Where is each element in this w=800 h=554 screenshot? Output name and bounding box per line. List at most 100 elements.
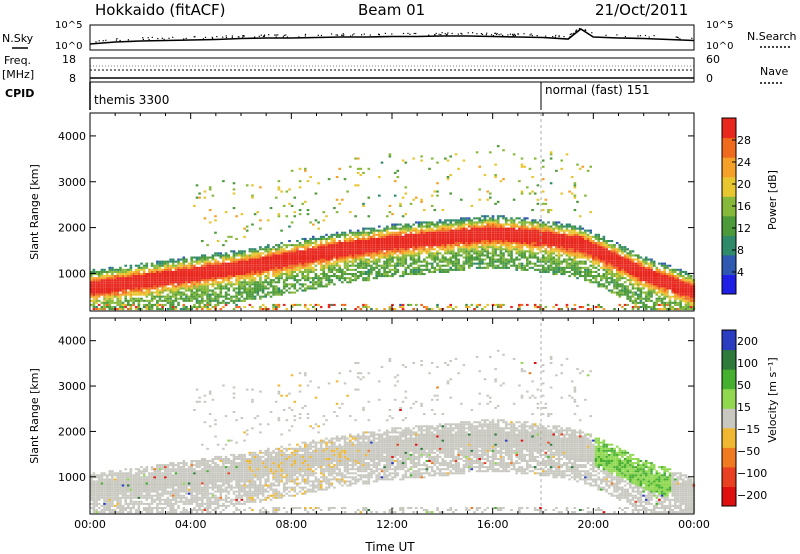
power-cell [496, 231, 500, 234]
power-cell [552, 221, 555, 224]
power-cell [404, 250, 408, 253]
power-cell [444, 246, 447, 249]
power-cell [615, 273, 619, 276]
power-cell [280, 242, 283, 245]
power-cell [103, 283, 106, 286]
power-cell [549, 229, 553, 232]
power-cell [552, 256, 555, 259]
power-cell [444, 223, 447, 226]
power-cell [285, 246, 289, 249]
power-cell [621, 289, 624, 292]
power-cell [240, 254, 244, 257]
power-cell [359, 231, 363, 234]
power-cell [518, 266, 521, 269]
power-cell [634, 266, 637, 269]
power-cell [388, 252, 392, 255]
nsearch-dot [168, 37, 170, 39]
power-cell [541, 256, 545, 259]
power-cell [494, 176, 497, 179]
power-cell [467, 221, 471, 224]
power-cell [142, 275, 146, 278]
power-cell [187, 277, 191, 280]
power-cell [359, 237, 363, 240]
power-cell [570, 176, 574, 179]
power-cell [309, 268, 312, 271]
power-cell [415, 303, 418, 306]
nsearch-dot [157, 38, 159, 40]
power-cell [119, 297, 122, 300]
power-cell [401, 240, 405, 243]
power-cell [203, 285, 207, 288]
power-cell [298, 262, 302, 265]
power-cell [335, 262, 339, 265]
power-cell [108, 287, 112, 290]
power-cell [613, 273, 616, 276]
power-cell [552, 231, 555, 234]
power-cell [412, 233, 415, 236]
power-cell [322, 275, 326, 278]
power-cell [470, 240, 474, 243]
power-cell [90, 281, 93, 284]
power-cell [502, 229, 505, 232]
power-cell [401, 260, 405, 263]
power-cell [187, 281, 191, 284]
power-cell [449, 252, 452, 255]
power-cell [367, 252, 371, 255]
nsearch-dot [509, 33, 511, 35]
power-cell [195, 273, 199, 276]
power-cell [446, 233, 450, 236]
power-cell [539, 248, 542, 251]
power-cell [372, 262, 376, 265]
power-cell [304, 242, 307, 245]
power-cell [280, 291, 283, 294]
power-cell [206, 289, 209, 292]
power-cell [629, 275, 632, 278]
power-cell [256, 291, 260, 294]
power-cell [589, 237, 592, 240]
power-cell [409, 233, 413, 236]
power-cell [341, 303, 344, 306]
power-cell [190, 268, 193, 271]
power-cell [523, 235, 526, 238]
power-cell [441, 270, 445, 273]
power-cell [523, 254, 526, 257]
power-cell [116, 293, 119, 296]
power-cell [179, 283, 183, 286]
power-cell [592, 262, 595, 265]
power-cell [470, 244, 474, 247]
power-cell [541, 178, 545, 181]
nsearch-dot [675, 36, 677, 38]
power-cell [642, 258, 645, 261]
power-cell [206, 260, 209, 263]
power-cell [483, 235, 487, 238]
power-cell [499, 235, 503, 238]
power-cell [634, 291, 637, 294]
power-cell [103, 306, 106, 309]
power-cell [121, 308, 125, 311]
power-cell [428, 221, 431, 224]
power-cell [208, 273, 212, 276]
power-cell [618, 291, 622, 294]
power-cell [148, 289, 151, 292]
power-cell [592, 258, 595, 261]
power-cell [626, 279, 629, 282]
power-cell [647, 295, 651, 298]
power-cell [626, 289, 629, 292]
power-cell [393, 266, 397, 269]
power-cell [565, 153, 569, 156]
power-cell [623, 285, 627, 288]
power-cell [520, 242, 524, 245]
power-cell [518, 264, 521, 267]
power-cell [256, 275, 260, 278]
power-cell [423, 248, 426, 251]
power-cell [407, 248, 410, 251]
power-cell [560, 266, 563, 269]
power-cell [275, 275, 278, 278]
power-cell [507, 244, 511, 247]
power-cell [367, 250, 371, 253]
power-cell [177, 285, 180, 288]
power-cell [473, 244, 476, 247]
power-cell [301, 246, 304, 249]
power-cell [158, 281, 162, 284]
power-cell [206, 264, 209, 267]
